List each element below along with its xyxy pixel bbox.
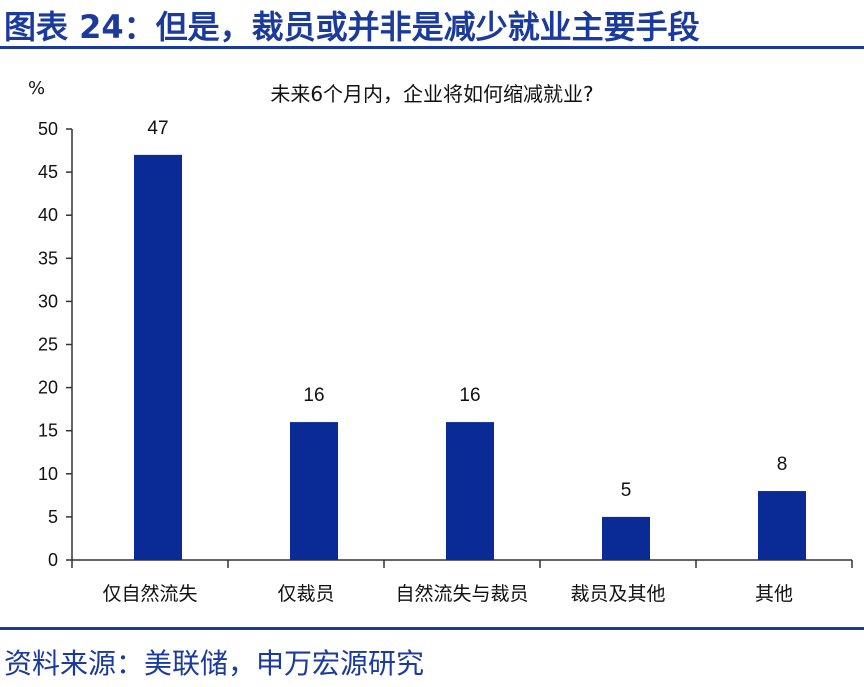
- y-tick-label: 40: [38, 205, 58, 225]
- bar: [134, 154, 182, 561]
- y-tick-label: 50: [38, 119, 58, 139]
- data-label: 8: [777, 454, 788, 475]
- x-category-label: 仅裁员: [277, 583, 334, 605]
- y-axis-unit-label: %: [28, 78, 46, 99]
- chart-title: 未来6个月内，企业将如何缩减就业?: [270, 82, 594, 106]
- bar: [602, 516, 650, 560]
- data-label: 47: [147, 118, 168, 139]
- y-tick-label: 25: [38, 335, 58, 355]
- y-tick-label: 20: [38, 378, 58, 398]
- data-label: 16: [459, 385, 480, 406]
- bar: [758, 491, 806, 560]
- footer-divider: [0, 627, 864, 630]
- figure-title: 图表 24：但是，裁员或并非是减少就业主要手段: [4, 8, 700, 46]
- y-tick-label: 5: [48, 507, 58, 527]
- source-note: 资料来源：美联储，申万宏源研究: [4, 647, 425, 680]
- x-category-label: 仅自然流失: [102, 583, 197, 605]
- y-tick-label: 45: [38, 162, 58, 182]
- header-bar: 图表 24：但是，裁员或并非是减少就业主要手段: [0, 0, 864, 46]
- bar-chart: 0 5 10 15 20 25 30 35 40 45 50 47 仅自然流失 16 仅裁员 16 自然流失与裁…: [38, 118, 853, 605]
- x-category-label: 自然流失与裁员: [395, 583, 528, 605]
- data-label: 5: [621, 480, 632, 501]
- y-tick-label: 0: [48, 550, 58, 570]
- x-category-label: 裁员及其他: [570, 583, 665, 605]
- x-category-label: 其他: [755, 583, 793, 605]
- y-tick-label: 10: [38, 464, 58, 484]
- y-tick-label: 15: [38, 421, 58, 441]
- title-divider: [0, 46, 864, 49]
- data-label: 16: [303, 385, 324, 406]
- y-tick-label: 30: [38, 291, 58, 311]
- bar: [290, 422, 338, 560]
- bar: [446, 422, 494, 560]
- y-tick-label: 35: [38, 248, 58, 268]
